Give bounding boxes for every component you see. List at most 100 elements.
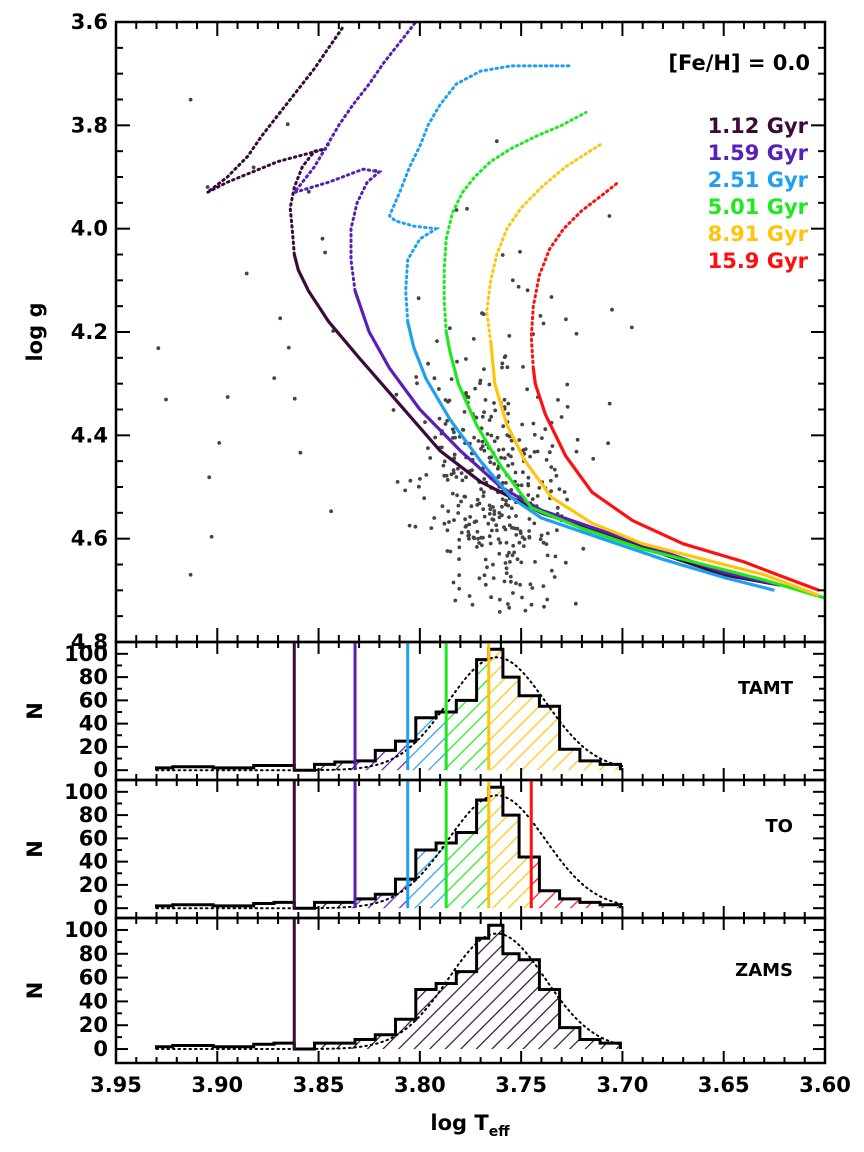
star-point (506, 602, 510, 606)
star-point (462, 494, 467, 499)
star-point (491, 505, 495, 509)
star-point (467, 594, 472, 598)
histogram-bars (155, 780, 624, 910)
star-point (507, 550, 511, 555)
star-point (444, 473, 449, 478)
y-tick-label: 20 (79, 873, 108, 897)
hatched-region (294, 762, 355, 771)
star-point (518, 249, 522, 254)
star-point (488, 541, 493, 546)
star-point (500, 365, 504, 370)
star-point (497, 515, 502, 520)
star-point (610, 307, 614, 312)
histogram-outline (155, 785, 622, 910)
star-point (505, 365, 510, 370)
star-point (562, 490, 567, 494)
star-point (415, 381, 419, 386)
star-point (489, 433, 494, 438)
y-tick-label: 40 (79, 712, 108, 736)
star-point (521, 544, 526, 548)
y-tick-label: 0 (93, 758, 108, 782)
star-point (540, 436, 544, 440)
star-point (272, 376, 277, 380)
star-point (502, 397, 507, 402)
star-point (494, 523, 499, 528)
star-point (480, 444, 485, 448)
star-point (543, 427, 548, 431)
star-point (479, 487, 483, 492)
star-point (454, 208, 459, 212)
histogram-y-title: N (23, 982, 47, 1000)
star-point (535, 449, 540, 454)
star-point (446, 509, 451, 514)
x-tick-label: 3.90 (191, 1073, 243, 1097)
y-axis-title: log g (23, 302, 47, 361)
star-point (423, 420, 427, 424)
star-point (545, 597, 550, 602)
star-point (487, 512, 492, 516)
star-point (286, 345, 291, 350)
gaussian-fit (155, 932, 624, 1050)
hatched-region (488, 649, 621, 771)
chart-title: [Fe/H] = 0.0 (668, 51, 810, 75)
star-point (454, 475, 459, 479)
star-point (514, 533, 519, 537)
star-point (457, 586, 462, 591)
turnoff-dotted-line (529, 180, 620, 370)
star-point (490, 517, 495, 522)
hatched-region (294, 925, 621, 1049)
star-point (448, 549, 453, 554)
star-point (509, 579, 513, 584)
star-point (503, 527, 508, 532)
star-point (497, 610, 502, 614)
star-point (481, 490, 486, 494)
star-point (538, 537, 543, 542)
star-point (520, 422, 525, 427)
histogram-y-title: N (23, 840, 47, 858)
x-axis-title: log Teff (430, 1111, 510, 1140)
y-tick-label: 4.2 (71, 320, 108, 344)
star-point (500, 504, 504, 509)
y-tick-label: 0 (93, 1037, 108, 1061)
star-point (500, 253, 505, 257)
star-point (475, 545, 479, 549)
star-point (511, 543, 516, 548)
star-point (553, 554, 558, 559)
star-point (532, 521, 537, 526)
star-point (188, 97, 193, 102)
star-point (473, 386, 477, 391)
main-sequence-line (292, 254, 781, 587)
legend-entry: 5.01 Gyr (708, 195, 809, 219)
star-point (507, 334, 512, 338)
star-point (461, 428, 466, 432)
star-point (541, 540, 546, 545)
star-point (442, 459, 447, 464)
star-point (506, 463, 510, 468)
star-point (443, 398, 448, 402)
y-tick-label: 4.6 (71, 527, 108, 551)
star-point (456, 466, 460, 471)
star-point (428, 456, 433, 460)
star-point (565, 405, 570, 409)
star-point (244, 271, 249, 276)
star-point (480, 414, 485, 419)
star-point (413, 524, 418, 529)
isochrone-15-9-gyr (529, 180, 820, 592)
star-point (450, 427, 455, 432)
star-point (509, 506, 514, 511)
star-point (526, 475, 531, 480)
y-tick-label: 3.6 (71, 10, 108, 34)
main-sequence-line (489, 342, 820, 597)
star-point (494, 139, 499, 144)
star-point (451, 436, 455, 440)
main-sequence-line (353, 290, 781, 587)
star-point (482, 367, 486, 371)
star-point (492, 462, 497, 466)
x-tick-label: 3.75 (495, 1073, 547, 1097)
star-point (417, 484, 421, 489)
star-point (209, 534, 214, 539)
star-point (459, 530, 464, 535)
star-point (452, 518, 456, 522)
